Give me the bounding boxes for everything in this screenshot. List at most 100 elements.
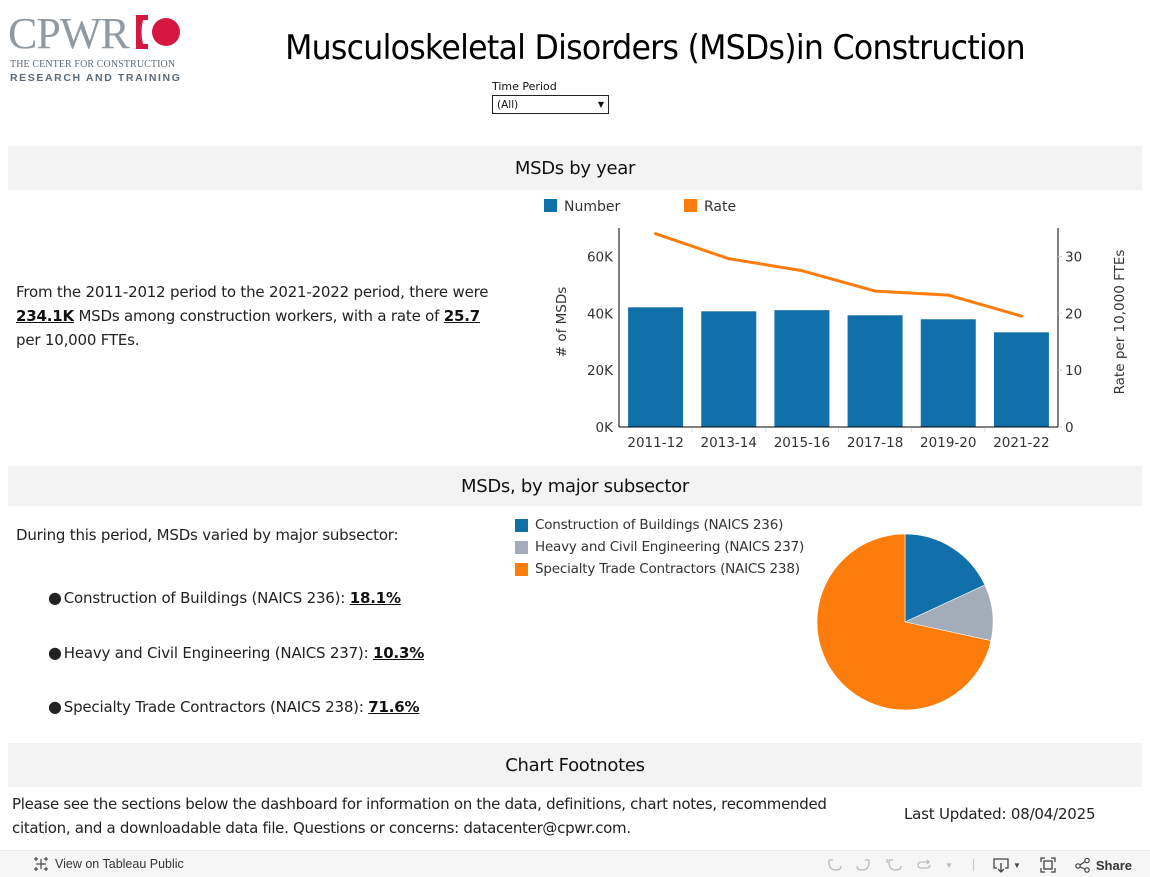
pie-slice-specialty-trade[interactable]: [816, 533, 992, 711]
y-tick-label-right: 20: [1065, 306, 1082, 322]
refresh-icon: [917, 859, 931, 869]
subsector-label: Construction of Buildings (NAICS 236):: [63, 589, 350, 607]
cpwr-logo: CPWR THE CENTER FOR CONSTRUCTION RESEARC…: [8, 12, 188, 87]
line-series-rate: [654, 232, 1023, 318]
undo-icon: [828, 859, 842, 871]
y-tick-label-right: 30: [1065, 249, 1082, 265]
summary-total[interactable]: 234.1K: [16, 307, 74, 325]
bar-2013-14[interactable]: [701, 311, 757, 427]
section-header-by-year: MSDs by year: [8, 146, 1142, 190]
view-on-tableau-public-link[interactable]: View on Tableau Public: [33, 856, 184, 872]
redo-icon: [856, 859, 870, 871]
y-tick-label-left: 60K: [587, 249, 614, 265]
legend-label-number[interactable]: Number: [564, 199, 620, 215]
undo-button[interactable]: [825, 854, 843, 876]
logo-tagline-1: THE CENTER FOR CONSTRUCTION: [10, 59, 176, 70]
x-tick-label: 2019-20: [920, 435, 976, 451]
redo-button[interactable]: [855, 854, 873, 876]
rate-point-2019-20[interactable]: [946, 293, 950, 297]
legend-swatch: [515, 540, 528, 554]
subsector-value[interactable]: 18.1%: [349, 589, 401, 607]
x-tick-label: 2017-18: [847, 435, 903, 451]
revert-button[interactable]: [885, 854, 903, 876]
time-period-filter: Time Period (All) ▼: [492, 80, 609, 114]
share-button[interactable]: Share: [1075, 854, 1132, 876]
logo-tagline-2: RESEARCH AND TRAINING: [10, 72, 182, 84]
chart-axes: 0K 20K 40K 60K 0 10 20 30 2011-12 2013-14 2015-16 2…: [587, 228, 1082, 451]
time-period-value: (All): [497, 98, 519, 111]
legend-swatch-rate: [684, 199, 697, 212]
legend-label: Construction of Buildings (NAICS 236): [535, 517, 784, 533]
rate-line[interactable]: [655, 232, 1022, 318]
summary-part-1: From the 2011-2012 period to the 2021-20…: [16, 283, 489, 301]
subsector-intro: During this period, MSDs varied by major…: [16, 526, 399, 544]
legend-label: Specialty Trade Contractors (NAICS 238): [535, 561, 800, 577]
bar-2015-16[interactable]: [774, 310, 830, 427]
chevron-down-icon: ▼: [1012, 860, 1021, 870]
rate-point-2011-12[interactable]: [654, 232, 658, 236]
bar-2021-22[interactable]: [993, 332, 1049, 427]
year-summary-text: From the 2011-2012 period to the 2021-20…: [16, 280, 496, 352]
toolbar-actions: ▼ ▼ Share: [825, 854, 1150, 876]
rate-point-2015-16[interactable]: [800, 269, 804, 273]
logo-mark-icon: [136, 15, 180, 49]
legend-swatch: [515, 562, 528, 576]
bar-2017-18[interactable]: [847, 315, 903, 427]
section-title: MSDs by year: [514, 157, 636, 179]
pie-legend-item-specialty-trade[interactable]: Specialty Trade Contractors (NAICS 238): [515, 558, 804, 580]
legend-swatch: [515, 518, 528, 532]
tableau-logo-icon: [34, 857, 48, 871]
y-tick-label-left: 20K: [587, 363, 614, 379]
rate-point-2021-22[interactable]: [1019, 314, 1023, 318]
share-icon: [1075, 857, 1090, 873]
bar-2019-20[interactable]: [920, 319, 976, 427]
rate-point-2017-18[interactable]: [873, 289, 877, 293]
logo-wordmark: CPWR: [8, 9, 130, 58]
bullet-icon: ●: [48, 643, 62, 662]
y-axis-title-right: Rate per 10,000 FTEs: [1112, 250, 1128, 395]
summary-rate[interactable]: 25.7: [443, 307, 481, 325]
x-tick-label: 2015-16: [774, 435, 830, 451]
legend-swatch-number: [544, 199, 557, 212]
y-axis-title-left: # of MSDs: [554, 287, 570, 358]
legend-label-rate[interactable]: Rate: [704, 199, 736, 215]
rate-point-2013-14[interactable]: [727, 257, 731, 261]
pie-legend: Construction of Buildings (NAICS 236) He…: [515, 514, 804, 580]
y-tick-label-right: 10: [1065, 363, 1082, 379]
subsector-item: ● Construction of Buildings (NAICS 236): …: [48, 588, 401, 607]
refresh-button[interactable]: [915, 854, 933, 876]
dropdown-arrow-icon: ▼: [597, 100, 604, 109]
pie-legend-item-heavy-civil[interactable]: Heavy and Civil Engineering (NAICS 237): [515, 536, 804, 558]
msds-by-year-chart: Number Rate 0K 20K 40K 60K 0 10 20 30 2011-12 201…: [530, 192, 1150, 462]
bullet-icon: ●: [48, 697, 62, 716]
legend-label: Heavy and Civil Engineering (NAICS 237): [535, 539, 805, 555]
subsector-value[interactable]: 71.6%: [368, 698, 420, 716]
bar-2011-12[interactable]: [628, 307, 684, 427]
last-updated: Last Updated: 08/04/2025: [904, 805, 1096, 823]
download-icon: [993, 858, 1009, 873]
y-tick-label-right: 0: [1065, 420, 1074, 436]
refresh-dropdown-button[interactable]: ▼: [945, 854, 953, 876]
toolbar-divider: [972, 859, 974, 871]
time-period-select[interactable]: (All) ▼: [492, 95, 609, 114]
summary-part-2: MSDs among construction workers, with a …: [73, 307, 444, 325]
chart-legend: Number Rate: [544, 199, 736, 215]
fullscreen-button[interactable]: [1039, 854, 1057, 876]
subsector-value[interactable]: 10.3%: [373, 644, 425, 662]
download-button[interactable]: ▼: [992, 854, 1021, 876]
share-label: Share: [1095, 857, 1132, 873]
revert-icon: [886, 859, 902, 871]
section-header-footnotes: Chart Footnotes: [8, 743, 1142, 787]
footnote-text: Please see the sections below the dashbo…: [12, 795, 827, 837]
pie-slice-buildings[interactable]: [904, 533, 986, 623]
x-tick-label: 2011-12: [627, 435, 683, 451]
page-title: Musculoskeletal Disorders (MSDs)in Const…: [285, 28, 1026, 68]
bar-series-number: [628, 307, 1049, 427]
msds-by-year-svg: Number Rate 0K 20K 40K 60K 0 10 20 30 2011-12 201…: [544, 199, 1128, 451]
x-tick-label: 2013-14: [701, 435, 757, 451]
time-period-label: Time Period: [492, 80, 557, 93]
fullscreen-icon: [1040, 857, 1056, 873]
pie-legend-item-buildings[interactable]: Construction of Buildings (NAICS 236): [515, 514, 804, 536]
section-header-by-subsector: MSDs, by major subsector: [8, 466, 1142, 506]
subsector-label: Heavy and Civil Engineering (NAICS 237):: [63, 644, 373, 662]
